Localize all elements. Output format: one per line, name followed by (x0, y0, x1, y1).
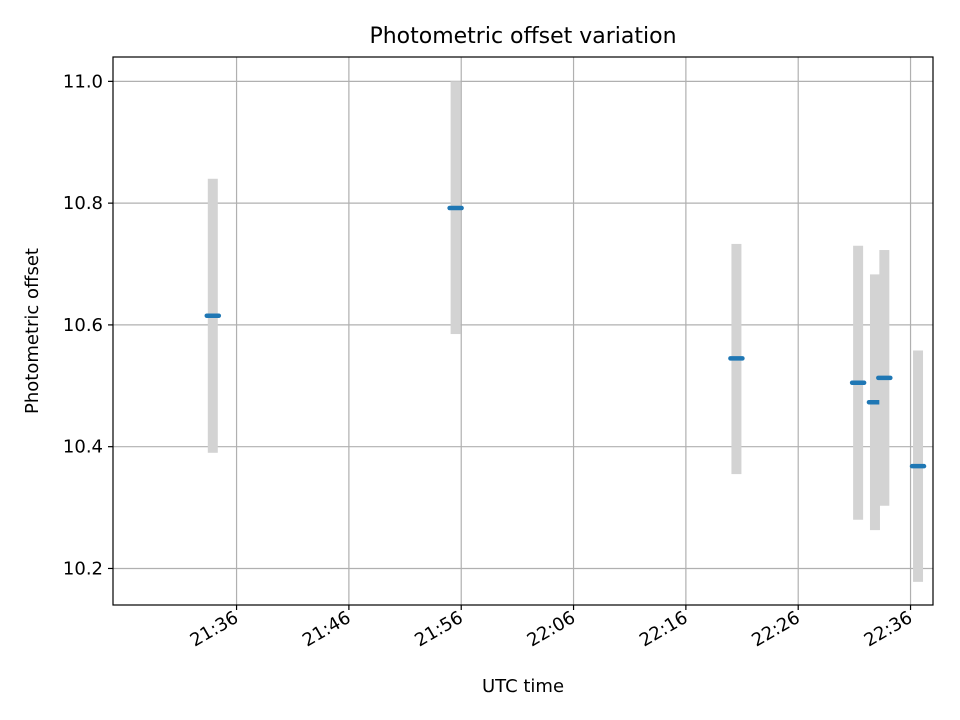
axes-frame (112, 56, 934, 606)
y-tick-label: 11.0 (63, 71, 103, 92)
y-tick-label: 10.4 (63, 437, 103, 458)
y-tick-label: 10.6 (63, 315, 103, 336)
grid-lines (113, 57, 933, 605)
chart-title: Photometric offset variation (369, 24, 676, 49)
y-tick-label: 10.8 (63, 193, 103, 214)
x-axis-label: UTC time (482, 676, 564, 697)
y-tick-label: 10.2 (63, 558, 103, 579)
y-axis-label: Photometric offset (22, 248, 43, 414)
data-layer (204, 81, 927, 582)
